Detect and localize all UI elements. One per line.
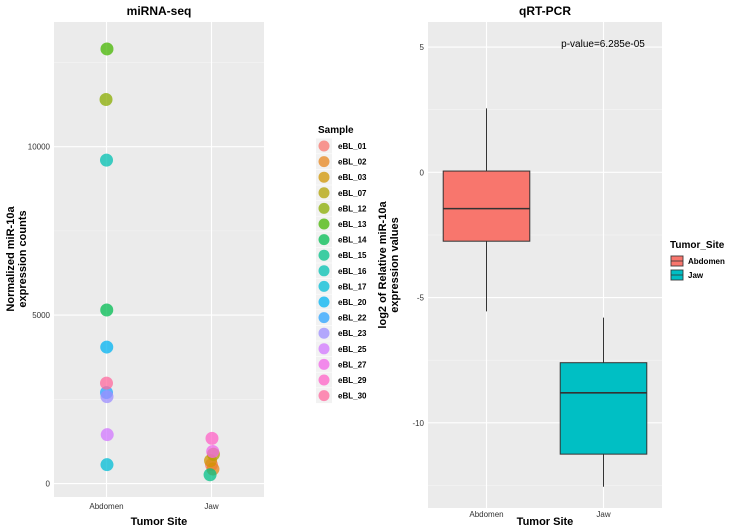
right-x-tick-label: Jaw xyxy=(596,510,610,519)
right-legend: Tumor_Site Abdomen Jaw xyxy=(670,240,725,281)
legend-label: eBL_03 xyxy=(338,173,367,182)
legend-key-ebl-07 xyxy=(318,187,330,199)
legend-label: eBL_23 xyxy=(338,329,367,338)
left-x-tick-labels: Abdomen Jaw xyxy=(89,502,218,511)
legend-label: eBL_02 xyxy=(338,158,367,167)
legend-label: eBL_13 xyxy=(338,220,367,229)
legend-label: eBL_20 xyxy=(338,298,367,307)
legend-label: eBL_17 xyxy=(338,282,367,291)
data-point-ebl-23 xyxy=(100,390,114,404)
right-y-axis-title-line2: expression values xyxy=(389,217,401,312)
right-y-tick-labels: -10 -5 0 5 xyxy=(412,43,424,428)
legend-label: eBL_14 xyxy=(338,236,367,245)
legend-key-ebl-22 xyxy=(318,312,330,324)
legend-key-ebl-01 xyxy=(318,140,330,152)
legend-label: eBL_22 xyxy=(338,314,367,323)
data-point-ebl-25 xyxy=(100,428,114,442)
left-legend: Sample eBL_01eBL_02eBL_03eBL_07eBL_12eBL… xyxy=(316,125,367,404)
right-y-tick-label: -5 xyxy=(417,294,425,303)
legend-label: Jaw xyxy=(688,271,704,280)
legend-key-ebl-17 xyxy=(318,280,330,292)
left-plot-panel xyxy=(54,22,264,497)
left-data-points xyxy=(99,42,220,482)
data-point-ebl-16 xyxy=(100,153,113,167)
legend-key-ebl-27 xyxy=(318,358,330,370)
right-y-axis-title-line1: log2 of Relative miR-10a xyxy=(377,201,389,329)
left-legend-title: Sample xyxy=(318,125,354,136)
legend-key-ebl-02 xyxy=(318,156,330,168)
data-point-ebl-17 xyxy=(100,458,114,472)
legend-label: eBL_01 xyxy=(338,142,367,151)
jaw-box xyxy=(559,362,648,455)
legend-key-ebl-16 xyxy=(318,265,330,277)
legend-label: eBL_25 xyxy=(338,345,367,354)
data-point-ebl-20 xyxy=(100,340,114,354)
legend-key-ebl-12 xyxy=(318,202,330,214)
legend-label: eBL_30 xyxy=(338,392,367,401)
left-x-axis-title: Tumor Site xyxy=(131,516,188,528)
legend-key-ebl-30 xyxy=(318,390,330,402)
left-chart-title: miRNA-seq xyxy=(127,4,192,18)
left-y-axis-title-line2: expression counts xyxy=(17,210,29,307)
left-y-tick-label: 10000 xyxy=(28,143,51,152)
data-point-ebl-15 xyxy=(203,468,217,482)
right-chart-title: qRT-PCR xyxy=(519,4,571,18)
right-boxplots xyxy=(442,108,648,487)
right-chart: qRT-PCR -10 -5 0 5 Abdomen Jaw p-value=6.285… xyxy=(377,4,725,528)
legend-label: eBL_29 xyxy=(338,376,367,385)
legend-label: eBL_16 xyxy=(338,267,367,276)
right-y-tick-label: 5 xyxy=(420,43,425,52)
right-x-tick-labels: Abdomen Jaw xyxy=(469,510,610,519)
right-y-tick-label: 0 xyxy=(420,168,425,177)
p-value-annotation: p-value=6.285e-05 xyxy=(561,39,645,50)
legend-label: eBL_27 xyxy=(338,360,367,369)
left-y-axis-title-line1: Normalized miR-10a xyxy=(5,206,17,312)
legend-label: eBL_12 xyxy=(338,204,367,213)
left-y-tick-labels: 0 5000 10000 xyxy=(28,143,51,489)
right-y-tick-label: -10 xyxy=(412,419,424,428)
left-legend-items: eBL_01 eBL_02 eBL_03 eBL_07 eBL_12 eBL_13 eBL_… xyxy=(316,138,367,404)
data-point-ebl-13 xyxy=(100,42,114,56)
legend-key-ebl-23 xyxy=(318,327,330,339)
legend-label: Abdomen xyxy=(688,257,725,266)
legend-key-ebl-15 xyxy=(318,249,330,261)
legend-key-ebl-29 xyxy=(318,374,330,386)
legend-key-ebl-03 xyxy=(318,171,330,183)
left-y-tick-label: 5000 xyxy=(32,311,50,320)
legend-key-ebl-25 xyxy=(318,343,330,355)
data-point-ebl-27 xyxy=(206,445,220,459)
right-x-tick-label: Abdomen xyxy=(469,510,503,519)
data-point-ebl-30 xyxy=(100,376,113,390)
left-y-tick-label: 0 xyxy=(46,480,51,489)
legend-key-ebl-14 xyxy=(318,234,330,246)
left-x-tick-label: Abdomen xyxy=(89,502,123,511)
left-chart: miRNA-seq 0 5000 10000 Abdomen Jaw Tumor Si… xyxy=(5,4,367,528)
legend-label: eBL_15 xyxy=(338,251,367,260)
data-point-ebl-14 xyxy=(100,303,114,317)
data-point-ebl-12 xyxy=(99,92,113,106)
legend-key-ebl-13 xyxy=(318,218,330,230)
left-x-tick-label: Jaw xyxy=(204,502,218,511)
right-legend-items: Abdomen Jaw xyxy=(670,255,725,281)
abdomen-box xyxy=(442,170,531,242)
data-point-ebl-29 xyxy=(205,431,219,445)
right-x-axis-title: Tumor Site xyxy=(517,516,574,528)
legend-label: eBL_07 xyxy=(338,189,367,198)
legend-key-ebl-20 xyxy=(318,296,330,308)
right-legend-title: Tumor_Site xyxy=(670,240,725,251)
